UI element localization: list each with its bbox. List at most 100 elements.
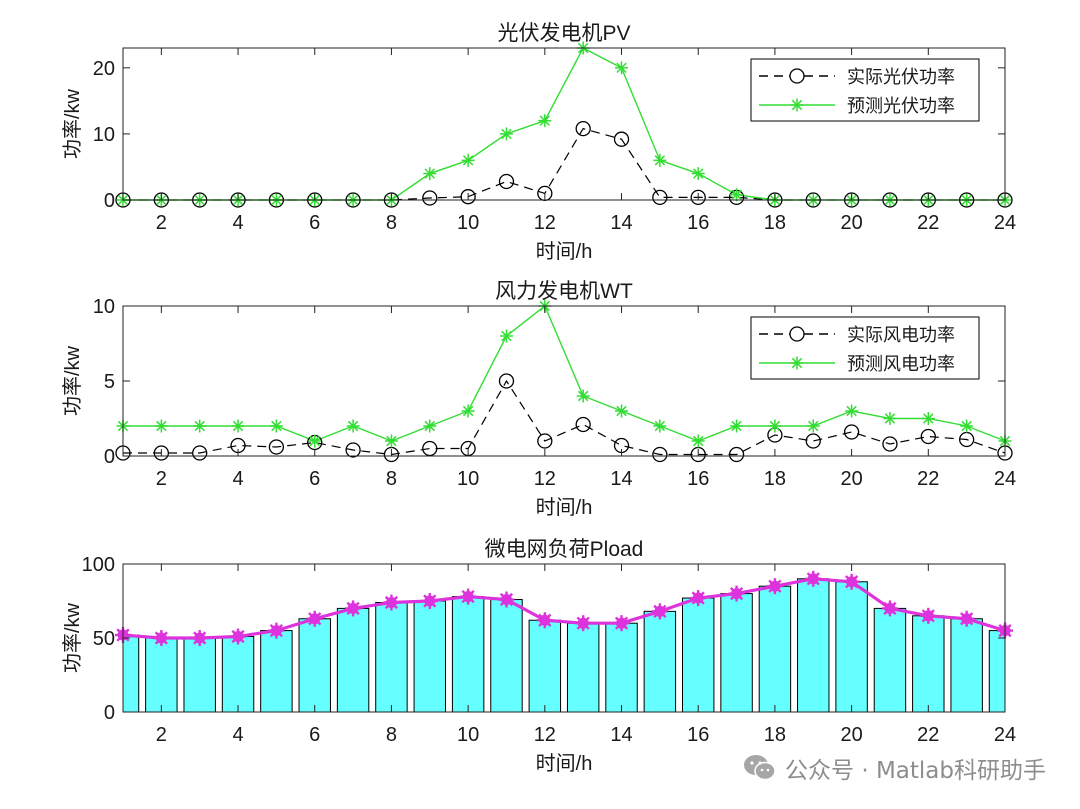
load-star-stroke <box>538 613 552 627</box>
bar <box>912 615 945 713</box>
load-star-stroke <box>921 609 935 623</box>
series-marker-star-stroke <box>731 420 742 432</box>
x-tick-label: 6 <box>309 212 320 234</box>
legend-label: 实际光伏功率 <box>847 67 955 87</box>
series-line-0 <box>123 379 1006 456</box>
series-marker-circle <box>920 428 936 445</box>
bar <box>145 637 178 713</box>
axes-box <box>122 563 1006 713</box>
series-marker-star <box>193 419 207 433</box>
series-marker-star-stroke <box>923 413 934 424</box>
x-tick-label: 18 <box>764 212 786 234</box>
series-marker-star-stroke <box>808 420 819 432</box>
x-tick-label: 6 <box>309 724 320 746</box>
watermark-text: 公众号 · Matlab科研助手 <box>785 758 1046 784</box>
y-tick-label: 0 <box>104 702 115 724</box>
x-tick-label: 16 <box>687 724 709 746</box>
series-marker-star-stroke <box>347 420 359 432</box>
load-star-stroke <box>384 595 399 610</box>
bar <box>950 618 983 713</box>
load-star-stroke <box>461 589 475 604</box>
series-marker-star <box>384 434 398 448</box>
legend-marker <box>790 356 804 370</box>
series-marker-star-stroke <box>654 155 666 166</box>
chart-title: 风力发电机WT <box>495 280 633 303</box>
x-tick-label: 18 <box>764 468 786 490</box>
watermark: 公众号 · Matlab科研助手 <box>743 748 1046 788</box>
x-tick-label: 22 <box>917 212 939 234</box>
series-marker-star-stroke <box>884 413 896 424</box>
load-star <box>728 585 745 602</box>
load-star <box>153 630 170 646</box>
load-star <box>805 570 822 587</box>
load-line <box>122 577 1006 640</box>
series-marker-star <box>960 419 974 433</box>
load-star <box>230 628 247 645</box>
load-star-stroke <box>231 629 245 644</box>
series-marker-star-stroke <box>654 420 666 432</box>
y-tick-label: 20 <box>93 58 115 80</box>
x-tick-label: 24 <box>994 724 1016 746</box>
series-marker-star-stroke <box>616 62 627 74</box>
bar <box>797 578 830 713</box>
load-star-stroke <box>423 594 437 608</box>
load-star-stroke <box>729 586 744 601</box>
series-marker-star-stroke <box>424 168 435 179</box>
series-marker-star <box>461 153 475 167</box>
load-star-stroke <box>614 616 629 630</box>
y-tick-label: 100 <box>82 554 115 576</box>
y-axis-label: 功率/kw <box>61 345 84 416</box>
chart-title: 光伏发电机PV <box>497 22 630 45</box>
series-marker-star-stroke <box>462 155 474 166</box>
series-marker-star-stroke <box>309 435 320 447</box>
wechat-icon <box>744 755 776 781</box>
series-marker-star-stroke <box>232 420 244 432</box>
x-tick-label: 24 <box>994 468 1016 490</box>
bar <box>720 593 753 713</box>
y-tick-label: 50 <box>93 628 115 650</box>
series-marker-star <box>461 404 475 418</box>
x-tick-label: 8 <box>386 724 397 746</box>
series-marker-star-stroke <box>424 420 435 432</box>
x-tick-label: 18 <box>764 724 786 746</box>
y-axis-label: 功率/kw <box>61 602 84 673</box>
load-star-stroke <box>845 575 859 589</box>
y-tick-label: 10 <box>93 296 115 318</box>
series-marker-star-stroke <box>616 405 627 417</box>
bar <box>490 599 523 713</box>
bar <box>336 607 370 713</box>
legend-marker <box>790 98 804 112</box>
x-tick-label: 8 <box>386 468 397 490</box>
series-line-0 <box>123 127 1005 201</box>
bar <box>528 619 562 713</box>
y-axis-label: 功率/kw <box>61 88 84 159</box>
series-marker-star-stroke <box>846 405 857 417</box>
series-marker-circle <box>652 189 668 206</box>
load-star-stroke <box>806 572 820 586</box>
series-marker-star <box>231 419 245 433</box>
bar <box>298 618 331 713</box>
x-tick-label: 4 <box>232 468 243 490</box>
x-tick-label: 20 <box>840 468 862 490</box>
bar <box>643 610 677 713</box>
series-marker-star-stroke <box>501 128 512 140</box>
load-star-stroke <box>691 591 705 605</box>
series-marker-star <box>576 389 590 403</box>
x-tick-label: 2 <box>156 212 167 234</box>
series-marker-circle <box>575 416 591 433</box>
series-marker-star-stroke <box>156 420 167 432</box>
series-marker-star <box>691 167 705 181</box>
x-tick-label: 24 <box>994 212 1016 234</box>
axes-box <box>122 47 1006 201</box>
legend-marker-stroke <box>791 99 803 111</box>
load-star <box>498 591 515 608</box>
x-tick-label: 12 <box>534 212 556 234</box>
series-marker-circle <box>613 131 630 147</box>
series-marker-circle <box>728 446 745 463</box>
series-marker-star <box>308 434 322 448</box>
